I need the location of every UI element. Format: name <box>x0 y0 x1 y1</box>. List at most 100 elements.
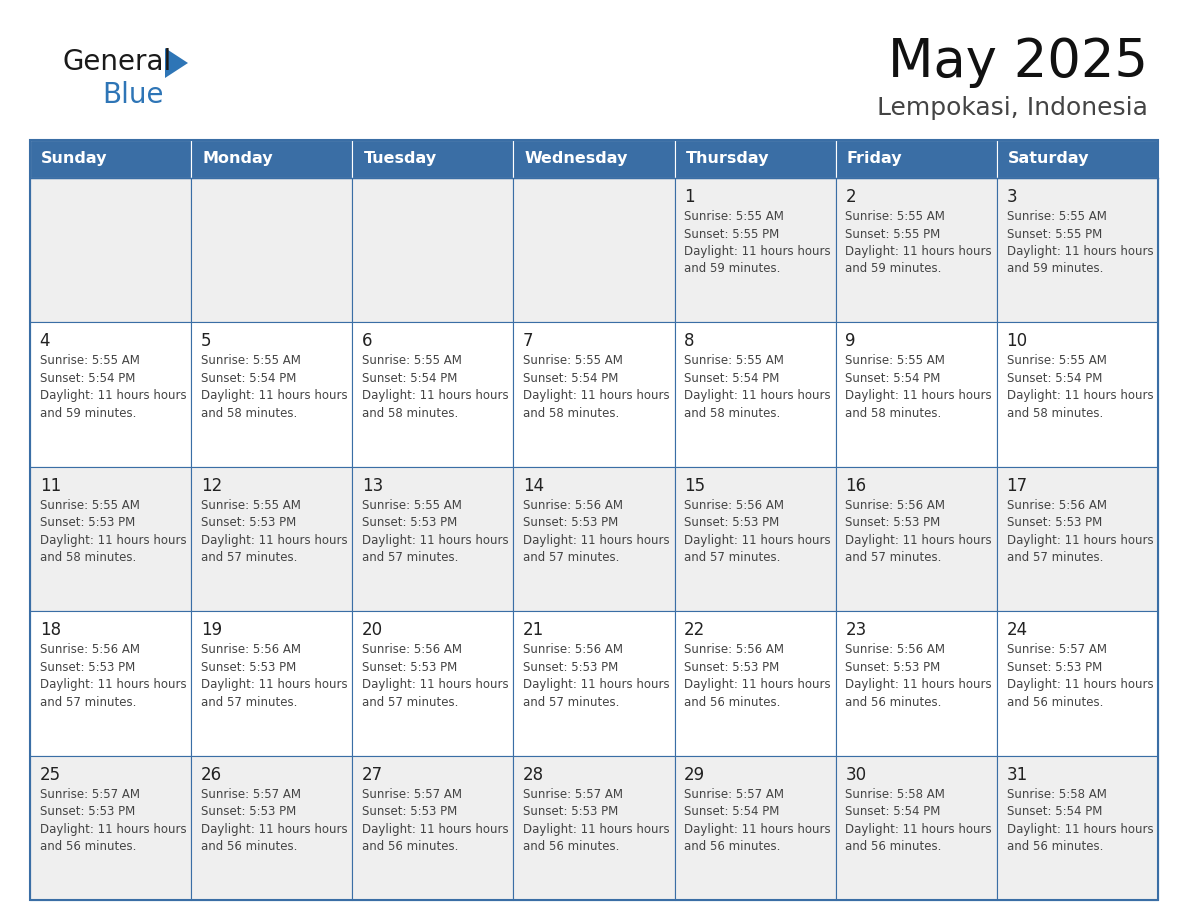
Bar <box>835 140 997 178</box>
Text: Sunset: 5:53 PM: Sunset: 5:53 PM <box>1006 516 1101 530</box>
Text: Daylight: 11 hours hours: Daylight: 11 hours hours <box>39 678 187 691</box>
Text: Sunset: 5:54 PM: Sunset: 5:54 PM <box>39 372 135 385</box>
Text: Daylight: 11 hours hours: Daylight: 11 hours hours <box>39 823 187 835</box>
Text: 6: 6 <box>362 332 373 351</box>
Text: Daylight: 11 hours hours: Daylight: 11 hours hours <box>39 389 187 402</box>
Text: Lempokasi, Indonesia: Lempokasi, Indonesia <box>877 96 1148 120</box>
Text: Sunset: 5:54 PM: Sunset: 5:54 PM <box>201 372 296 385</box>
Text: 9: 9 <box>846 332 855 351</box>
Text: Daylight: 11 hours hours: Daylight: 11 hours hours <box>846 533 992 547</box>
Text: Sunrise: 5:55 AM: Sunrise: 5:55 AM <box>846 210 946 223</box>
Text: 19: 19 <box>201 621 222 639</box>
Text: Daylight: 11 hours hours: Daylight: 11 hours hours <box>523 823 670 835</box>
Text: Sunrise: 5:55 AM: Sunrise: 5:55 AM <box>523 354 623 367</box>
Text: Sunset: 5:53 PM: Sunset: 5:53 PM <box>523 516 618 530</box>
Text: Daylight: 11 hours hours: Daylight: 11 hours hours <box>846 678 992 691</box>
Text: and 58 minutes.: and 58 minutes. <box>1006 407 1102 420</box>
Text: 24: 24 <box>1006 621 1028 639</box>
Text: 29: 29 <box>684 766 706 784</box>
Text: and 57 minutes.: and 57 minutes. <box>523 552 619 565</box>
Text: Sunset: 5:53 PM: Sunset: 5:53 PM <box>201 516 296 530</box>
Text: Monday: Monday <box>202 151 273 166</box>
Text: Sunrise: 5:57 AM: Sunrise: 5:57 AM <box>362 788 462 800</box>
Text: and 59 minutes.: and 59 minutes. <box>1006 263 1102 275</box>
Text: Sunset: 5:53 PM: Sunset: 5:53 PM <box>362 661 457 674</box>
Text: Sunset: 5:54 PM: Sunset: 5:54 PM <box>846 372 941 385</box>
Text: Sunset: 5:55 PM: Sunset: 5:55 PM <box>846 228 941 241</box>
Text: 3: 3 <box>1006 188 1017 206</box>
Text: Daylight: 11 hours hours: Daylight: 11 hours hours <box>201 389 347 402</box>
Text: 7: 7 <box>523 332 533 351</box>
Text: Sunset: 5:53 PM: Sunset: 5:53 PM <box>684 516 779 530</box>
Text: Sunset: 5:53 PM: Sunset: 5:53 PM <box>362 805 457 818</box>
Text: and 57 minutes.: and 57 minutes. <box>39 696 137 709</box>
Text: and 57 minutes.: and 57 minutes. <box>1006 552 1102 565</box>
Text: and 58 minutes.: and 58 minutes. <box>39 552 135 565</box>
Text: 27: 27 <box>362 766 383 784</box>
Text: Thursday: Thursday <box>685 151 770 166</box>
Bar <box>997 178 1158 322</box>
Text: 14: 14 <box>523 476 544 495</box>
Text: Sunrise: 5:57 AM: Sunrise: 5:57 AM <box>39 788 140 800</box>
Bar <box>30 756 191 900</box>
Bar <box>835 322 997 466</box>
Text: Daylight: 11 hours hours: Daylight: 11 hours hours <box>523 678 670 691</box>
Bar <box>997 140 1158 178</box>
Text: Daylight: 11 hours hours: Daylight: 11 hours hours <box>523 389 670 402</box>
Text: 12: 12 <box>201 476 222 495</box>
Text: Sunrise: 5:56 AM: Sunrise: 5:56 AM <box>523 498 623 512</box>
Bar <box>997 466 1158 611</box>
Text: Daylight: 11 hours hours: Daylight: 11 hours hours <box>362 533 508 547</box>
Bar <box>513 466 675 611</box>
Text: Daylight: 11 hours hours: Daylight: 11 hours hours <box>684 389 830 402</box>
Text: and 56 minutes.: and 56 minutes. <box>39 840 137 853</box>
Text: Sunrise: 5:55 AM: Sunrise: 5:55 AM <box>39 498 139 512</box>
Text: and 56 minutes.: and 56 minutes. <box>846 840 942 853</box>
Bar <box>30 611 191 756</box>
Text: Wednesday: Wednesday <box>525 151 628 166</box>
Text: Sunrise: 5:55 AM: Sunrise: 5:55 AM <box>1006 210 1106 223</box>
Bar <box>835 756 997 900</box>
Text: Sunset: 5:53 PM: Sunset: 5:53 PM <box>684 661 779 674</box>
Bar <box>353 178 513 322</box>
Bar <box>30 140 191 178</box>
Bar <box>353 466 513 611</box>
Text: Daylight: 11 hours hours: Daylight: 11 hours hours <box>846 245 992 258</box>
Bar <box>191 322 353 466</box>
Text: Sunrise: 5:56 AM: Sunrise: 5:56 AM <box>39 644 140 656</box>
Bar <box>30 140 1158 900</box>
Text: Sunrise: 5:57 AM: Sunrise: 5:57 AM <box>1006 644 1106 656</box>
Text: Daylight: 11 hours hours: Daylight: 11 hours hours <box>846 823 992 835</box>
Text: Sunset: 5:53 PM: Sunset: 5:53 PM <box>846 516 941 530</box>
Bar <box>191 178 353 322</box>
Text: Daylight: 11 hours hours: Daylight: 11 hours hours <box>1006 678 1154 691</box>
Text: Sunset: 5:53 PM: Sunset: 5:53 PM <box>201 805 296 818</box>
Text: Sunrise: 5:55 AM: Sunrise: 5:55 AM <box>1006 354 1106 367</box>
Text: Sunset: 5:53 PM: Sunset: 5:53 PM <box>39 661 135 674</box>
Text: 25: 25 <box>39 766 61 784</box>
Text: 15: 15 <box>684 476 706 495</box>
Text: Sunset: 5:54 PM: Sunset: 5:54 PM <box>846 805 941 818</box>
Text: 17: 17 <box>1006 476 1028 495</box>
Text: 4: 4 <box>39 332 50 351</box>
Text: Daylight: 11 hours hours: Daylight: 11 hours hours <box>1006 245 1154 258</box>
Text: May 2025: May 2025 <box>887 36 1148 88</box>
Text: and 57 minutes.: and 57 minutes. <box>362 696 459 709</box>
Bar <box>835 178 997 322</box>
Text: 28: 28 <box>523 766 544 784</box>
Text: Friday: Friday <box>847 151 903 166</box>
Bar <box>513 322 675 466</box>
Text: 26: 26 <box>201 766 222 784</box>
Text: and 56 minutes.: and 56 minutes. <box>846 696 942 709</box>
Text: Sunrise: 5:55 AM: Sunrise: 5:55 AM <box>201 498 301 512</box>
Text: and 56 minutes.: and 56 minutes. <box>523 840 619 853</box>
Bar <box>997 756 1158 900</box>
Text: Daylight: 11 hours hours: Daylight: 11 hours hours <box>1006 533 1154 547</box>
Text: Daylight: 11 hours hours: Daylight: 11 hours hours <box>362 823 508 835</box>
Text: 8: 8 <box>684 332 695 351</box>
Text: Sunrise: 5:55 AM: Sunrise: 5:55 AM <box>684 210 784 223</box>
Text: 20: 20 <box>362 621 383 639</box>
Text: Saturday: Saturday <box>1009 151 1089 166</box>
Text: and 56 minutes.: and 56 minutes. <box>1006 840 1102 853</box>
Text: 18: 18 <box>39 621 61 639</box>
